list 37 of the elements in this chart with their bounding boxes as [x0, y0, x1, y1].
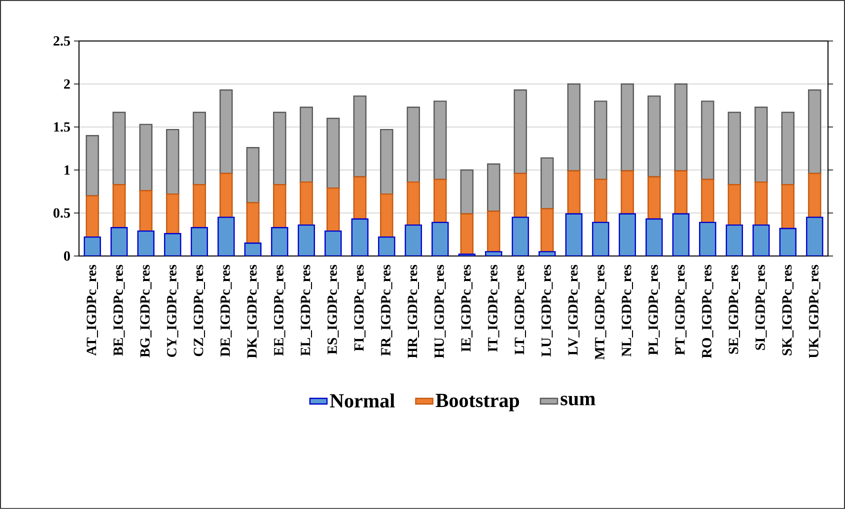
x-tick-label: PT_IGDPc_res	[675, 264, 686, 356]
x-tick-label: IE_IGDPc_res	[461, 264, 472, 352]
x-tick-label: CY_IGDPc_res	[167, 264, 178, 357]
x-tick-label: BG_IGDPc_res	[140, 264, 152, 358]
x-tick-label: AT_IGDPc_res	[86, 264, 98, 356]
y-tick-label: 2.5	[54, 36, 70, 46]
x-tick-label: LV_IGDPc_res	[568, 264, 580, 356]
x-tick-label: PL_IGDPc_res	[648, 264, 660, 356]
y-tick-label: 0.5	[54, 208, 70, 218]
x-tick-label: FI_IGDPc_res	[354, 264, 366, 352]
legend-label: sum	[560, 396, 596, 406]
y-tick-label: 0	[64, 251, 70, 261]
x-tick-label: LT_IGDPc_res	[514, 264, 526, 355]
x-tick-label: MT_IGDPc_res	[595, 264, 606, 360]
x-tick-label: UK_IGDPc_res	[809, 264, 820, 358]
x-tick-label: ES_IGDPc_res	[328, 264, 339, 354]
x-tick-label: FR_IGDPc_res	[381, 264, 392, 356]
x-tick-label: EL_IGDPc_res	[300, 264, 312, 356]
x-tick-label: DE_IGDPc_res	[220, 264, 232, 357]
x-tick-label: NL_IGDPc_res	[622, 264, 633, 357]
x-tick-label: HU_IGDPc_res	[434, 264, 446, 358]
y-tick-label: 2	[64, 79, 70, 89]
x-tick-label: SK_IGDPc_res	[782, 264, 794, 356]
x-tick-label: LU_IGDPc_res	[542, 264, 553, 357]
x-tick-label: SI_IGDPc_res	[756, 264, 767, 350]
y-tick-label: 1.5	[54, 122, 70, 132]
x-tick-label: HR_IGDPc_res	[408, 264, 419, 358]
x-tick-label: CZ_IGDPc_res	[194, 264, 205, 356]
legend-label: Normal	[330, 393, 395, 408]
x-tick-label: DK_IGDPc_res	[247, 264, 258, 358]
x-tick-label: SE_IGDPc_res	[728, 264, 740, 354]
legend-label: Bootstrap	[436, 394, 520, 412]
x-tick-label: BE_IGDPc_res	[114, 264, 125, 356]
x-tick-label: RO_IGDPc_res	[702, 264, 714, 358]
y-tick-label: 1	[64, 165, 70, 175]
x-tick-label: IT_IGDPc_res	[488, 264, 500, 352]
x-tick-label: EE_IGDPc_res	[274, 264, 286, 356]
